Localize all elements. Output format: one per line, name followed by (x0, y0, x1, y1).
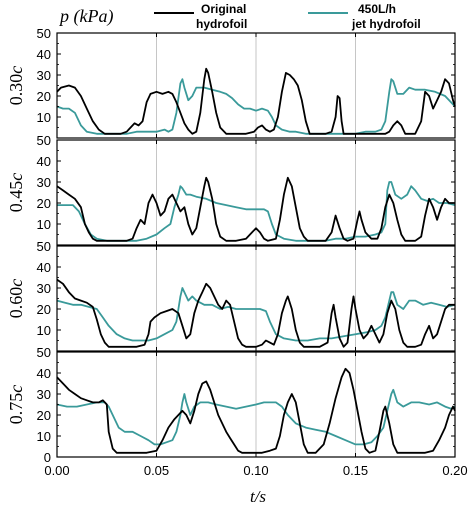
y-tick-label: 30 (37, 281, 51, 296)
x-tick-label: 0.15 (343, 463, 368, 478)
y-tick-label: 40 (37, 366, 51, 381)
y-axis-main-label: p (kPa) (58, 6, 113, 27)
y-tick-label: 20 (37, 89, 51, 104)
panel-label-variable: c (6, 66, 26, 74)
y-tick-label: 40 (37, 47, 51, 62)
y-tick-label: 10 (37, 217, 51, 232)
x-axis-label: t/s (250, 487, 266, 506)
panel-label-variable: c (6, 173, 26, 181)
series-line-jet (56, 388, 456, 446)
panel-label: 0.60c (6, 279, 26, 319)
series-line-original (56, 367, 456, 454)
x-tick-label: 0.20 (442, 463, 467, 478)
panel-0.60: 10 20 30 40 50 0.60c (6, 239, 456, 352)
panel-label-number: 0.60 (6, 287, 26, 319)
legend-label-jet-line2: jet hydrofoil (351, 17, 421, 31)
y-tick-label: 0 (44, 450, 51, 465)
series-line-jet (57, 181, 456, 242)
x-tick-label: 0.00 (44, 463, 69, 478)
series-line-original (56, 67, 456, 135)
y-tick-label: 10 (37, 110, 51, 125)
y-tick-label: 10 (37, 323, 51, 338)
y-tick-label: 50 (37, 133, 51, 148)
panel-label-variable: c (6, 279, 26, 287)
y-tick-label: 50 (37, 345, 51, 360)
panel-0.75: 0 10 20 30 40 50 0.75c (6, 345, 456, 465)
y-tick-label: 10 (37, 429, 51, 444)
y-tick-label: 50 (37, 26, 51, 41)
legend-label-original-line1: Original (201, 2, 246, 16)
y-tick-label: 40 (37, 154, 51, 169)
x-tick-label: 0.05 (144, 463, 169, 478)
y-tick-label: 20 (37, 302, 51, 317)
panel-label: 0.30c (6, 66, 26, 106)
y-tick-label: 50 (37, 239, 51, 254)
y-tick-label: 40 (37, 260, 51, 275)
panel-0.30: 10 20 30 40 50 0.30c (6, 26, 456, 139)
legend-label-jet-line1: 450L/h (358, 2, 396, 16)
panel-label: 0.75c (6, 385, 26, 425)
series-line-original (56, 176, 455, 242)
y-tick-label: 30 (37, 175, 51, 190)
legend-label-original-line2: hydrofoil (196, 17, 247, 31)
y-tick-label: 20 (37, 196, 51, 211)
panel-label-number: 0.30 (6, 74, 26, 106)
x-tick-label: 0.10 (243, 463, 268, 478)
series-line-jet (56, 78, 456, 135)
panel-label: 0.45c (6, 173, 26, 213)
y-tick-label: 30 (37, 68, 51, 83)
panel-label-number: 0.75 (6, 393, 26, 425)
series-line-jet (56, 287, 456, 342)
legend: Original hydrofoil 450L/h jet hydrofoil (154, 2, 421, 31)
panel-label-variable: c (6, 385, 26, 393)
panel-0.45: 10 20 30 40 50 0.45c (6, 133, 456, 246)
panel-label-number: 0.45 (6, 181, 26, 213)
y-tick-label: 30 (37, 387, 51, 402)
series-line-original (56, 278, 455, 348)
panels-layer: 10203040500.30c10203040500.45c1020304050… (6, 26, 468, 478)
y-tick-label: 20 (37, 408, 51, 423)
